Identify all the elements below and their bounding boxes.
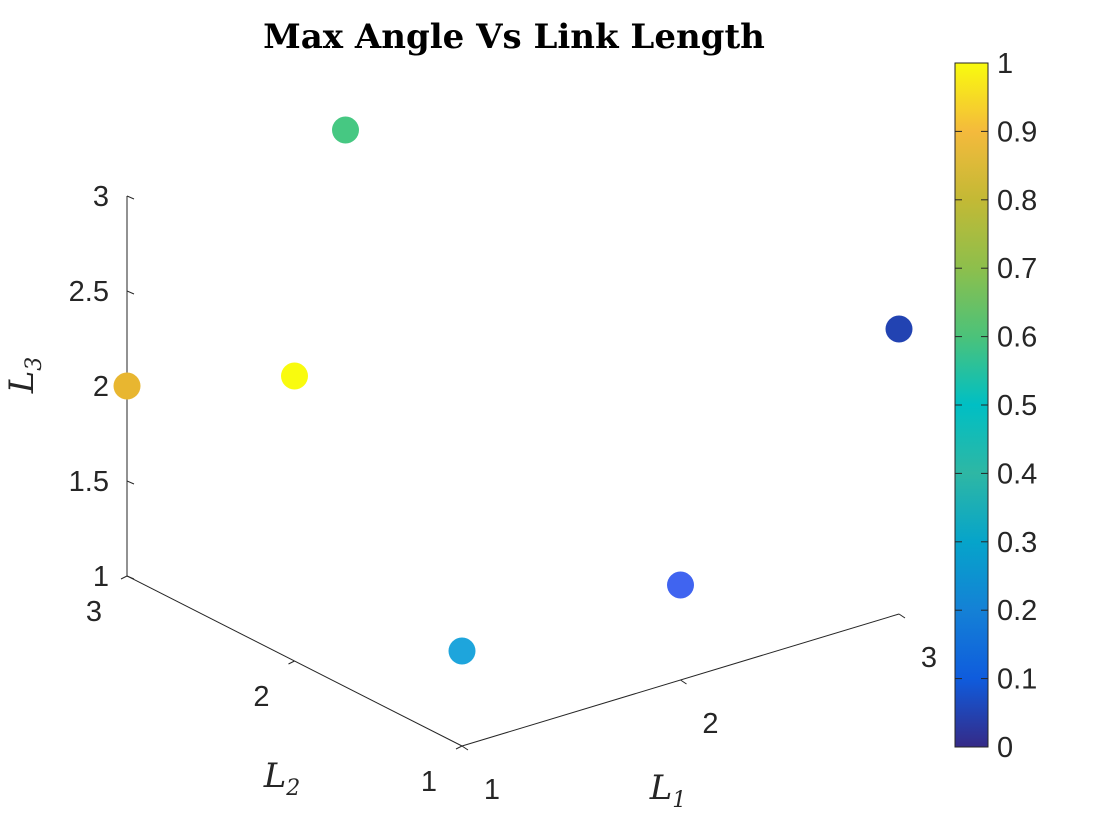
x-axis-label: L1 bbox=[649, 768, 687, 813]
colorbar-tick-label: 0.7 bbox=[997, 253, 1037, 285]
x-tick-label: 1 bbox=[484, 774, 500, 806]
data-points bbox=[113, 116, 913, 665]
x-tick-label: 3 bbox=[921, 642, 937, 674]
x-axis-label-subscript: 1 bbox=[672, 788, 686, 813]
x-axis-label-base: L bbox=[649, 768, 673, 808]
colorbar-tick-label: 0.9 bbox=[997, 116, 1037, 148]
y-tick-mark bbox=[288, 660, 295, 665]
x-tick-mark bbox=[461, 745, 469, 751]
y-axis-label: L2 bbox=[263, 756, 301, 801]
x-tick-mark bbox=[680, 679, 687, 685]
colorbar-tick-label: 0 bbox=[997, 732, 1013, 764]
y-tick-mark bbox=[455, 745, 463, 750]
y-tick-label: 2 bbox=[253, 681, 269, 713]
z-tick-label: 1 bbox=[93, 561, 109, 593]
scatter-point bbox=[667, 571, 694, 599]
y-tick-label: 1 bbox=[421, 766, 437, 798]
colorbar-tick-label: 0.8 bbox=[997, 185, 1037, 217]
z-tick-mark bbox=[126, 195, 135, 200]
colorbar-ticks: 0 0.1 0.2 0.3 0.4 0.5 0.6 0.7 0.8 0.9 1 bbox=[955, 48, 1037, 764]
y-axis-label-subscript: 2 bbox=[285, 776, 300, 801]
z-tick-mark bbox=[126, 480, 135, 485]
z-tick-label: 3 bbox=[93, 181, 109, 213]
scatter-point bbox=[448, 637, 476, 665]
z-tick-label: 1.5 bbox=[69, 466, 109, 498]
z-axis-label-subscript: 3 bbox=[22, 357, 47, 371]
z-axis-label-base: L bbox=[2, 371, 42, 395]
colorbar-tick-label: 0.5 bbox=[997, 390, 1037, 422]
colorbar-tick-label: 0.3 bbox=[997, 527, 1037, 559]
y-tick-label: 3 bbox=[86, 596, 102, 628]
z-tick-label: 2 bbox=[93, 371, 109, 403]
x-tick-mark bbox=[898, 613, 906, 619]
colorbar-tick-label: 1 bbox=[997, 48, 1013, 80]
y-axis-label-base: L bbox=[263, 756, 287, 796]
colorbar-tick-label: 0.6 bbox=[997, 322, 1037, 354]
z-tick-label: 2.5 bbox=[69, 276, 109, 308]
y-tick-mark bbox=[120, 575, 128, 580]
z-axis-label: L3 bbox=[2, 357, 47, 395]
scatter-point bbox=[332, 116, 359, 144]
colorbar-tick-label: 0.1 bbox=[997, 664, 1037, 696]
colorbar: 0 0.1 0.2 0.3 0.4 0.5 0.6 0.7 0.8 0.9 1 bbox=[954, 48, 1037, 764]
z-tick-mark bbox=[126, 575, 135, 580]
scatter-point bbox=[113, 372, 141, 400]
x-tick-label: 2 bbox=[702, 708, 718, 740]
colorbar-tick-label: 0.2 bbox=[997, 595, 1037, 627]
chart-title: Max Angle Vs Link Length bbox=[263, 17, 765, 57]
z-tick-mark bbox=[126, 290, 135, 295]
scatter-point bbox=[885, 315, 913, 343]
colorbar-tick-label: 0.4 bbox=[997, 458, 1037, 490]
scatter-point bbox=[281, 362, 308, 390]
